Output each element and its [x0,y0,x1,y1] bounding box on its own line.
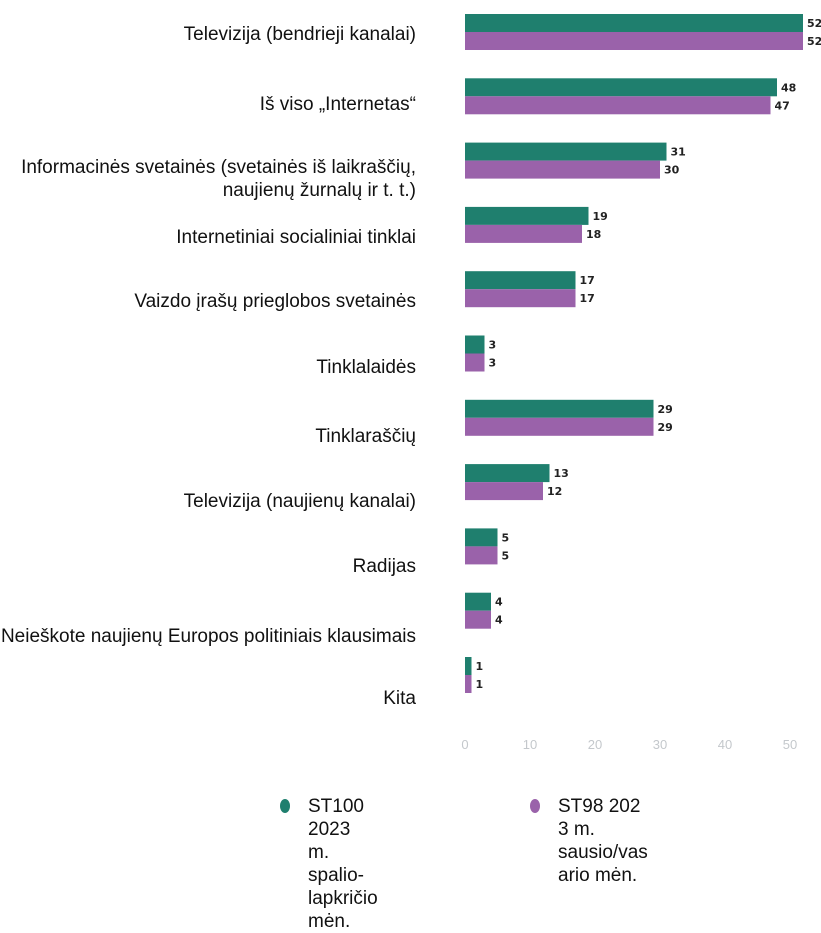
bar [465,657,472,675]
category-label: Televizija (naujienų kanalai) [183,491,416,512]
bar [465,592,491,611]
data-label: 17 [580,274,595,287]
x-tick-label: 20 [588,737,602,752]
bar [465,399,654,418]
data-label: 1 [476,678,484,691]
legend-dot-icon [530,799,540,813]
category-label: Radijas [352,556,416,577]
bar [465,482,543,501]
data-label: 31 [671,146,686,159]
bar [465,289,576,308]
legend-dot-icon [280,799,290,813]
data-label: 4 [495,596,503,609]
data-label: 18 [586,228,601,241]
bar [465,160,660,179]
category-label: Tinklalaidės [316,357,416,378]
bar [465,96,771,115]
bar [465,206,589,225]
data-label: 3 [489,357,497,370]
data-label: 29 [658,421,673,434]
data-label: 30 [664,164,680,177]
bar [465,224,582,243]
data-label: 29 [658,403,673,416]
bar [465,610,491,629]
data-label: 52 [807,17,821,30]
category-label: Televizija (bendrieji kanalai) [183,24,416,45]
data-label: 52 [807,35,821,48]
x-tick-label: 40 [718,737,732,752]
data-label: 3 [489,339,497,352]
bar [465,271,576,290]
data-label: 4 [495,614,503,627]
data-label: 5 [502,549,510,562]
bar [465,142,667,161]
data-label: 12 [547,485,562,498]
x-tick-label: 30 [653,737,667,752]
bar [465,14,803,32]
category-label: Internetiniai socialiniai tinklai [176,227,416,248]
x-tick-label: 0 [461,737,468,752]
data-label: 47 [775,99,790,112]
data-label: 19 [593,210,608,223]
category-label: Vaizdo įrašų prieglobos svetainės [134,291,416,312]
bar [465,417,654,436]
category-label: Iš viso „Internetas“ [259,94,416,115]
data-label: 1 [476,660,484,673]
data-label: 48 [781,81,796,94]
category-label: Neieškote naujienų Europos politiniais k… [0,626,416,647]
x-tick-label: 10 [523,737,537,752]
chart: Televizija (bendrieji kanalai) Iš viso „… [0,14,821,932]
legend-label: ST100 2023 m. spalio- lapkričio mėn. [308,796,378,932]
bar [465,528,498,547]
bar [465,675,472,693]
data-label: 17 [580,292,595,305]
category-label: Tinklaraščių [315,426,416,447]
data-label: 5 [502,531,510,544]
legend-label: ST98 202 3 m. sausio/vas ario mėn. [558,796,648,886]
bar [465,464,550,483]
bar [465,32,803,50]
category-label: Informacinės svetainės (svetainės iš lai… [21,157,416,201]
x-tick-label: 50 [783,737,797,752]
bar [465,546,498,565]
category-label: Kita [383,688,416,709]
data-label: 13 [554,467,569,480]
bar [465,353,485,372]
bar [465,78,777,97]
bar [465,335,485,354]
